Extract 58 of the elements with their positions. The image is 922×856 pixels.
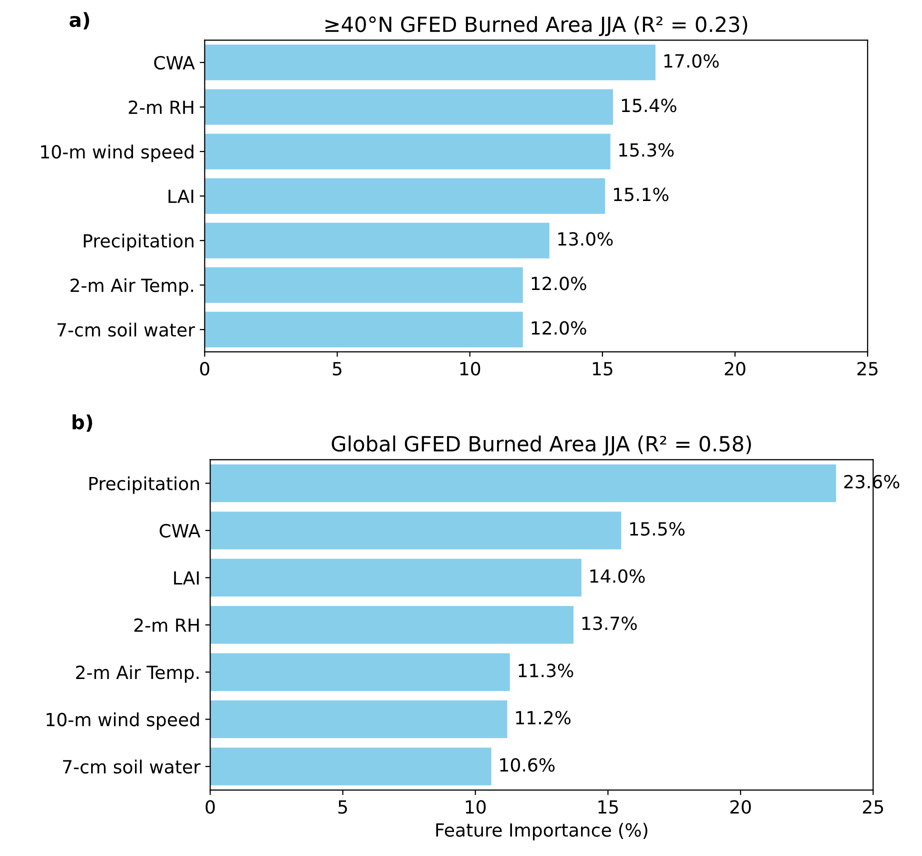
x-tick-label: 25 — [862, 800, 884, 814]
bar — [210, 606, 574, 644]
x-tick-label: 20 — [724, 362, 746, 376]
text: b) — [72, 414, 92, 432]
y-tick-label: 2-m RH — [128, 100, 194, 114]
bar — [204, 222, 550, 258]
y-tick-label: 2-m Air Temp. — [70, 278, 194, 296]
data-label: 15.5% — [630, 522, 685, 536]
y-tick-label: Precipitation — [89, 476, 199, 494]
x-tick-label: 15 — [592, 362, 612, 376]
bar — [204, 267, 523, 303]
data-label: 13.0% — [558, 232, 613, 246]
x-tick-label: 25 — [857, 362, 878, 376]
y-tick-label: 2-m RH — [134, 618, 199, 632]
bar — [204, 134, 610, 170]
bar — [210, 464, 836, 502]
y-tick-label: 2-m Air Temp. — [76, 665, 199, 683]
bar — [204, 312, 523, 348]
bar — [210, 700, 508, 738]
data-label: 14.0% — [590, 569, 645, 583]
bar — [204, 178, 606, 214]
y-tick-label: 10-m wind speed — [46, 712, 199, 730]
data-label: 12.0% — [532, 321, 586, 335]
x-tick-label: 10 — [466, 800, 486, 814]
data-label: 11.3% — [518, 664, 574, 678]
y-tick-label: LAI — [174, 571, 199, 585]
bar — [210, 653, 510, 691]
data-label: 11.2% — [516, 710, 571, 725]
bar — [210, 558, 582, 597]
data-label: 15.4% — [622, 98, 676, 112]
x-tick-label: 15 — [598, 800, 618, 814]
bar — [210, 748, 492, 786]
x-tick-label: 10 — [460, 362, 480, 376]
y-tick-label: 7-cm soil water — [63, 760, 200, 774]
x-axis-title: Feature Importance (%) — [436, 822, 648, 840]
bar — [204, 89, 614, 125]
text: a) — [70, 12, 90, 30]
chart-title: ≥40°N GFED Burned Area JJA (R² = 0.23) — [326, 16, 748, 36]
x-tick-label: 5 — [338, 800, 347, 814]
y-tick-label: CWA — [154, 56, 195, 70]
y-tick-label: 7-cm soil water — [58, 322, 195, 337]
data-label: 12.0% — [532, 276, 586, 290]
y-tick-label: CWA — [160, 524, 200, 538]
y-tick-label: 10-m wind speed — [41, 144, 194, 162]
x-tick-label: 20 — [730, 800, 751, 814]
bar — [210, 512, 622, 550]
data-label: 13.7% — [582, 616, 637, 630]
data-label: 17.0% — [664, 54, 719, 68]
chart-title: Global GFED Burned Area JJA (R² = 0.58) — [332, 436, 751, 456]
x-tick-label: 0 — [206, 800, 215, 814]
bar — [204, 44, 656, 80]
y-tick-label: Precipitation — [84, 234, 194, 252]
data-label: 10.6% — [500, 758, 555, 772]
x-tick-label: 5 — [332, 362, 342, 376]
x-tick-label: 0 — [200, 362, 210, 376]
data-label: 15.1% — [614, 188, 668, 202]
data-label: 15.3% — [619, 143, 674, 157]
y-tick-label: LAI — [168, 190, 194, 203]
